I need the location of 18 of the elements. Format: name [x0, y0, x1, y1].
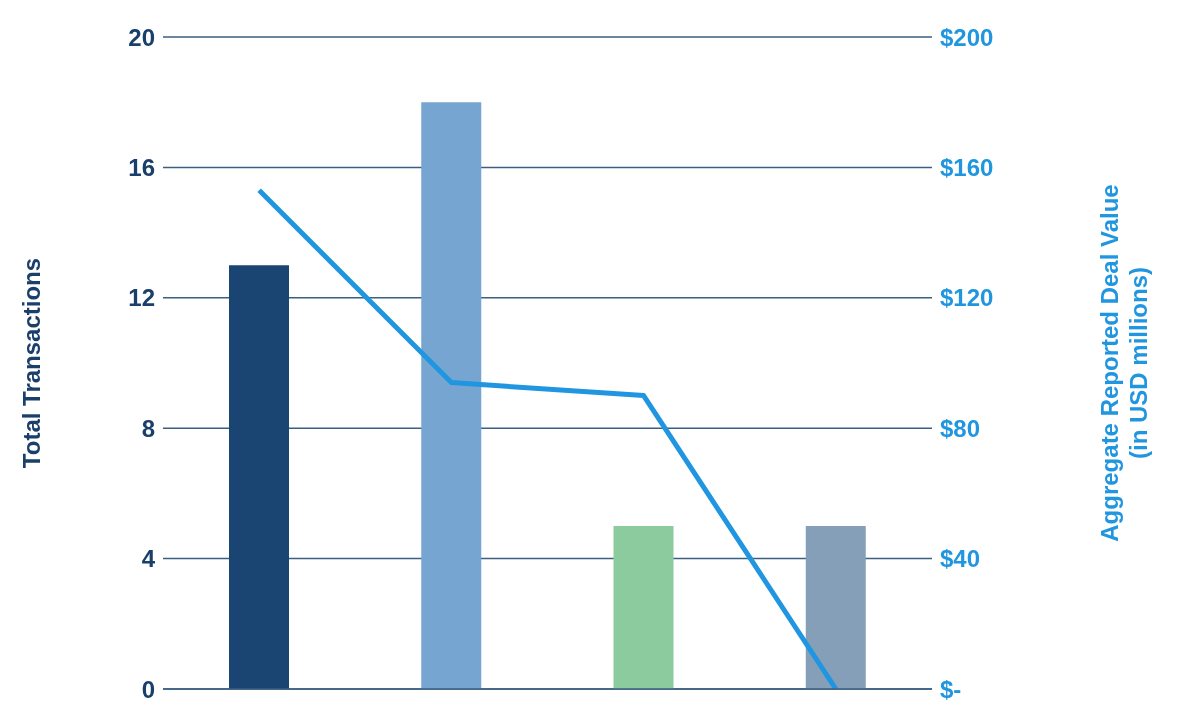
- y-tick-label: 0: [141, 675, 155, 703]
- y-tick-label: 12: [128, 284, 155, 312]
- bar: [421, 102, 482, 689]
- y2-tick-label: $-: [940, 675, 962, 703]
- y2-tick-label: $80: [940, 414, 981, 442]
- y-tick-label: 16: [128, 153, 155, 181]
- y2-tick-label: $120: [940, 284, 994, 312]
- y-tick-label: 20: [128, 23, 155, 51]
- y2-tick-label: $160: [940, 153, 994, 181]
- y-tick-label: 4: [141, 545, 156, 573]
- y2-axis-title: Aggregate Reported Deal Value (in USD millions): [1096, 184, 1152, 542]
- bar: [805, 526, 866, 689]
- y-axis-title: Total Transactions: [18, 257, 45, 469]
- bar: [613, 526, 674, 689]
- bar: [229, 265, 289, 689]
- y-tick-label: 8: [141, 414, 155, 442]
- y2-tick-label: $40: [940, 545, 981, 573]
- y2-tick-label: $200: [940, 23, 994, 51]
